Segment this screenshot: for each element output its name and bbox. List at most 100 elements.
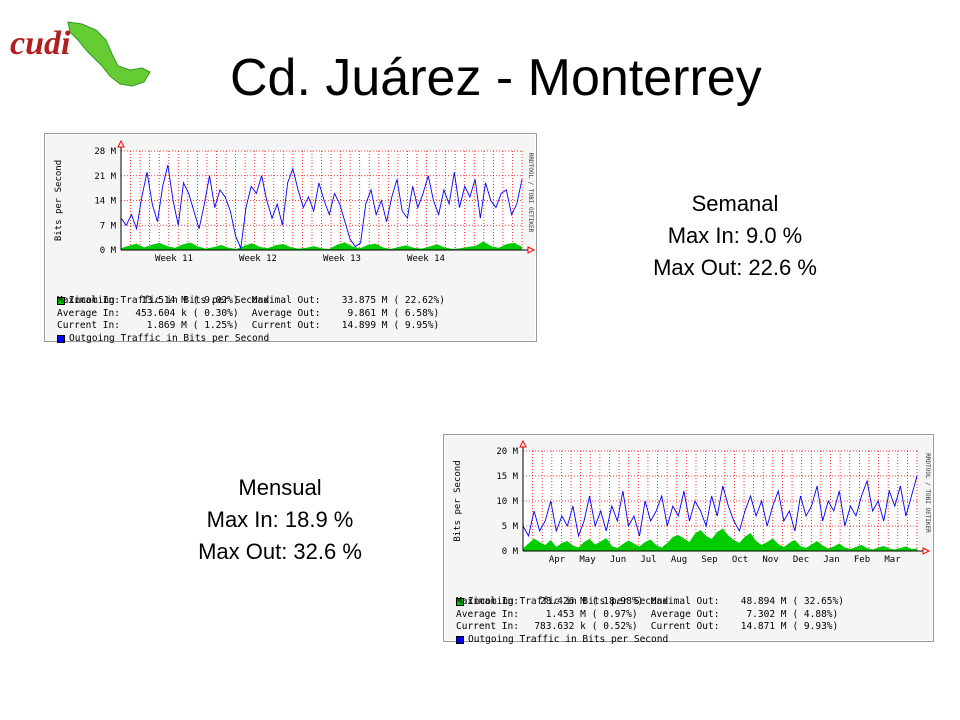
y-tick-label: 10 M bbox=[496, 497, 518, 507]
monthly-legend: Incoming Traffic in Bits per Second Outg… bbox=[456, 571, 668, 672]
outgoing-swatch bbox=[57, 335, 65, 344]
stats-cell: ( 6.58%) bbox=[393, 307, 440, 319]
incoming-swatch bbox=[456, 598, 464, 607]
stats-row: Average In: 1.453 M ( 0.97%) Average Out: 7.… bbox=[456, 609, 846, 622]
x-tick-label: Jul bbox=[640, 555, 656, 565]
outgoing-swatch bbox=[456, 636, 464, 645]
stats-cell: Average Out: bbox=[650, 608, 720, 620]
stats-cell: Average In: bbox=[57, 307, 120, 319]
stats-cell: Current Out: bbox=[650, 621, 720, 633]
stats-cell: 783.632 k bbox=[534, 621, 586, 633]
stats-row: Maximal In: 28.426 M ( 18.98%) Maximal Out:… bbox=[456, 596, 846, 609]
stats-cell: Current Out: bbox=[251, 320, 321, 332]
incoming-area bbox=[121, 241, 522, 250]
stats-cell: 9.861 M bbox=[347, 307, 388, 319]
stats-cell: 28.426 M bbox=[540, 596, 586, 607]
stats-cell: ( 9.95%) bbox=[393, 320, 440, 332]
stats-cell: 33.875 M bbox=[341, 295, 388, 306]
monthly-stats-table: Maximal In: 28.426 M ( 18.98%) Maximal Out:… bbox=[456, 596, 846, 634]
stats-cell: Maximal In: bbox=[57, 295, 120, 306]
x-tick-label: Sep bbox=[701, 555, 717, 565]
stats-cell: 453.604 k bbox=[135, 307, 187, 319]
weekly-heading: Semanal bbox=[691, 191, 779, 216]
x-axis-arrow bbox=[922, 547, 931, 555]
x-tick-label: Week 11 bbox=[155, 254, 193, 264]
stats-cell: ( 9.02%) bbox=[192, 295, 239, 306]
cudi-logo: cudi bbox=[8, 10, 158, 90]
stats-row: Current In: 783.632 k ( 0.52%) Current Out:… bbox=[456, 621, 846, 634]
y-axis-title: Bits per Second bbox=[453, 460, 463, 541]
y-axis-arrow bbox=[117, 139, 125, 148]
stats-cell: Average In: bbox=[456, 608, 519, 620]
stats-cell: ( 0.97%) bbox=[591, 608, 638, 620]
weekly-max-out: Max Out: 22.6 % bbox=[653, 255, 817, 280]
y-axis-arrow bbox=[519, 439, 527, 448]
x-tick-label: Jun bbox=[610, 555, 626, 565]
y-tick-label: 0 M bbox=[502, 547, 519, 557]
x-tick-label: Feb bbox=[854, 555, 870, 565]
stats-cell: 14.871 M bbox=[740, 621, 787, 633]
y-tick-label: 28 M bbox=[94, 147, 116, 157]
x-tick-label: Aug bbox=[671, 555, 687, 565]
incoming-swatch bbox=[57, 297, 65, 306]
stats-cell: Current In: bbox=[57, 320, 120, 332]
y-axis-title: Bits per Second bbox=[54, 160, 64, 241]
weekly-graph-panel: 0 M 7 M 14 M 21 M 28 M Week 11 Week 12 Week 13 W… bbox=[44, 133, 537, 344]
stats-cell: Current In: bbox=[456, 621, 519, 633]
weekly-summary: Semanal Max In: 9.0 % Max Out: 22.6 % bbox=[620, 188, 850, 284]
x-tick-label: Oct bbox=[732, 555, 748, 565]
x-tick-label: May bbox=[579, 555, 596, 565]
stats-row: Current In: 1.869 M ( 1.25%) Current Out: 14… bbox=[57, 320, 447, 333]
monthly-max-out: Max Out: 32.6 % bbox=[198, 539, 362, 564]
stats-cell: ( 4.88%) bbox=[792, 608, 839, 620]
stats-cell: ( 1.25%) bbox=[192, 320, 239, 332]
stats-cell: ( 0.30%) bbox=[192, 307, 239, 319]
monthly-summary: Mensual Max In: 18.9 % Max Out: 32.6 % bbox=[170, 472, 390, 568]
stats-cell: Maximal In: bbox=[456, 596, 519, 607]
stats-cell: 14.899 M bbox=[341, 320, 388, 332]
rrdtool-credit: RRDTOOL / TOBI OETIKER bbox=[527, 153, 534, 233]
outgoing-line bbox=[522, 475, 918, 538]
y-tick-label: 21 M bbox=[94, 172, 116, 182]
mexico-map-shape bbox=[67, 21, 151, 87]
x-tick-label: Nov bbox=[762, 555, 778, 565]
x-tick-label: Week 13 bbox=[323, 254, 361, 264]
x-tick-label: Week 14 bbox=[407, 254, 445, 264]
stats-cell: ( 18.98%) bbox=[591, 596, 644, 607]
monthly-traffic-chart: 0 M 5 M 10 M 15 M 20 M Apr May Jun Jul Aug Sep Oct N… bbox=[453, 439, 931, 565]
weekly-traffic-chart: 0 M 7 M 14 M 21 M 28 M Week 11 Week 12 Week 13 W… bbox=[54, 139, 536, 264]
stats-cell: 7.302 M bbox=[746, 608, 787, 620]
y-tick-label: 15 M bbox=[496, 472, 518, 482]
x-tick-label: Jan bbox=[823, 555, 839, 565]
stats-cell: ( 0.52%) bbox=[591, 621, 638, 633]
weekly-legend: Incoming Traffic in Bits per Second Outg… bbox=[57, 270, 269, 371]
stats-cell: 1.869 M bbox=[146, 320, 187, 332]
x-tick-label: Apr bbox=[549, 555, 566, 565]
stats-row: Maximal In: 13.514 M ( 9.02%) Maximal Out: 3… bbox=[57, 295, 447, 308]
monthly-legend-in: Incoming Traffic in Bits per Second bbox=[468, 596, 669, 608]
stats-cell: 1.453 M bbox=[545, 608, 586, 620]
x-axis-arrow bbox=[527, 246, 536, 254]
stats-cell: ( 9.93%) bbox=[792, 621, 839, 633]
y-tick-label: 5 M bbox=[502, 522, 519, 532]
stats-cell: Average Out: bbox=[251, 307, 321, 319]
monthly-max-in: Max In: 18.9 % bbox=[206, 507, 354, 532]
weekly-max-in: Max In: 9.0 % bbox=[667, 223, 803, 248]
monthly-legend-out: Outgoing Traffic in Bits per Second bbox=[468, 633, 669, 645]
y-tick-label: 0 M bbox=[100, 246, 117, 256]
weekly-legend-in: Incoming Traffic in Bits per Second bbox=[69, 295, 270, 307]
slide-title: Cd. Juárez - Monterrey bbox=[230, 49, 762, 107]
stats-cell: ( 22.62%) bbox=[393, 295, 445, 306]
stats-row: Average In: 453.604 k ( 0.30%) Average Out:… bbox=[57, 308, 447, 321]
monthly-graph-panel: 0 M 5 M 10 M 15 M 20 M Apr May Jun Jul Aug Sep Oct N… bbox=[443, 434, 934, 645]
outgoing-line bbox=[120, 165, 523, 250]
incoming-area bbox=[523, 528, 917, 551]
stats-cell: ( 32.65%) bbox=[792, 596, 844, 607]
y-tick-label: 20 M bbox=[496, 447, 518, 457]
rrdtool-credit: RRDTOOL / TOBI OETIKER bbox=[924, 453, 931, 533]
weekly-legend-out: Outgoing Traffic in Bits per Second bbox=[69, 332, 270, 344]
y-tick-label: 14 M bbox=[94, 197, 116, 207]
stats-cell: Maximal Out: bbox=[650, 596, 720, 607]
logo-text: cudi bbox=[10, 25, 71, 62]
weekly-stats-table: Maximal In: 13.514 M ( 9.02%) Maximal Out: 3… bbox=[57, 295, 447, 333]
